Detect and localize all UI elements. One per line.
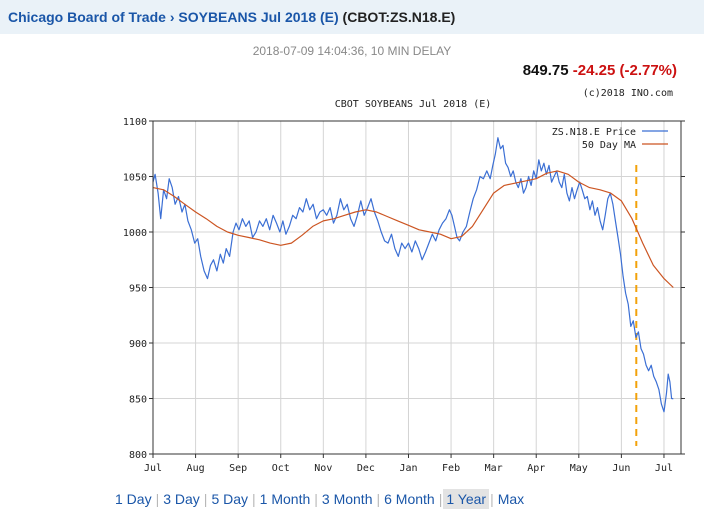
range-separator: |	[252, 491, 256, 507]
y-tick-label: 1100	[123, 117, 147, 128]
plot-frame	[152, 120, 682, 455]
range-option-max[interactable]: Max	[497, 491, 525, 507]
x-tick-label: Jan	[399, 463, 417, 474]
range-separator: |	[314, 491, 318, 507]
x-tick-label: Sep	[229, 463, 247, 474]
x-tick-label: Nov	[314, 463, 332, 474]
range-option-1-year[interactable]: 1 Year	[443, 489, 490, 509]
range-option-1-day[interactable]: 1 Day	[115, 491, 152, 507]
price-change: -24.25 (-2.77%)	[572, 62, 677, 79]
x-tick-label: Feb	[442, 463, 460, 474]
range-option-6-month[interactable]: 6 Month	[384, 491, 435, 507]
x-tick-label: Jun	[612, 463, 630, 474]
x-tick-label: May	[570, 463, 588, 474]
copyright-text: (c)2018 INO.com	[583, 88, 673, 99]
ma-series-line	[152, 170, 674, 288]
x-tick-label: Oct	[272, 463, 290, 474]
range-separator: |	[438, 491, 443, 507]
last-price: 849.75	[522, 62, 569, 79]
y-tick-label: 1000	[123, 228, 147, 239]
range-separator: |	[203, 491, 208, 507]
chart-grid	[149, 120, 685, 458]
x-tick-label: Aug	[187, 463, 205, 474]
axis-labels: 800 850 900 950 1000 1050 1100 Jul Aug Sep Oct Nov D…	[123, 117, 673, 474]
range-separator: |	[155, 491, 160, 507]
range-separator: |	[376, 491, 381, 507]
y-tick-label: 850	[129, 395, 147, 406]
range-option-3-month[interactable]: 3 Month	[321, 491, 373, 507]
y-tick-label: 900	[129, 339, 147, 350]
range-option-3-day[interactable]: 3 Day	[163, 491, 200, 507]
quote-timestamp: 2018-07-09 14:04:36, 10 MIN DELAY	[252, 44, 452, 58]
y-tick-label: 950	[129, 284, 147, 295]
x-tick-label: Jul	[655, 463, 673, 474]
price-series-line	[152, 137, 674, 413]
range-option-1-month[interactable]: 1 Month	[259, 491, 311, 507]
range-separator: |	[490, 491, 494, 507]
y-tick-label: 1050	[123, 173, 147, 184]
breadcrumb-separator: ›	[169, 9, 175, 25]
y-tick-label: 800	[129, 450, 147, 461]
time-range-selector: 1 Day | 3 Day | 5 Day | 1 Month | 3 Month | 6 Mont…	[112, 489, 527, 509]
quote-summary: 849.75 -24.25 (-2.77%)	[523, 62, 677, 79]
x-tick-label: Jul	[144, 463, 162, 474]
chart-legend: ZS.N18.E Price 50 Day MA	[552, 127, 668, 151]
price-chart: (c)2018 INO.com CBOT SOYBEANS Jul 2018 (…	[123, 88, 685, 474]
header-bar: Chicago Board of Trade › SOYBEANS Jul 20…	[0, 0, 704, 34]
range-option-5-day[interactable]: 5 Day	[211, 491, 249, 507]
contract-link[interactable]: SOYBEANS Jul 2018 (E)	[178, 9, 339, 25]
legend-label-ma: 50 Day MA	[582, 140, 636, 151]
chart-title: CBOT SOYBEANS Jul 2018 (E)	[335, 99, 492, 110]
x-tick-label: Dec	[357, 463, 375, 474]
x-tick-label: Mar	[485, 463, 503, 474]
symbol-code: (CBOT:ZS.N18.E)	[342, 9, 456, 25]
legend-label-price: ZS.N18.E Price	[552, 127, 636, 138]
x-tick-label: Apr	[527, 463, 545, 474]
chart-series	[152, 137, 674, 446]
exchange-link[interactable]: Chicago Board of Trade	[8, 9, 166, 25]
